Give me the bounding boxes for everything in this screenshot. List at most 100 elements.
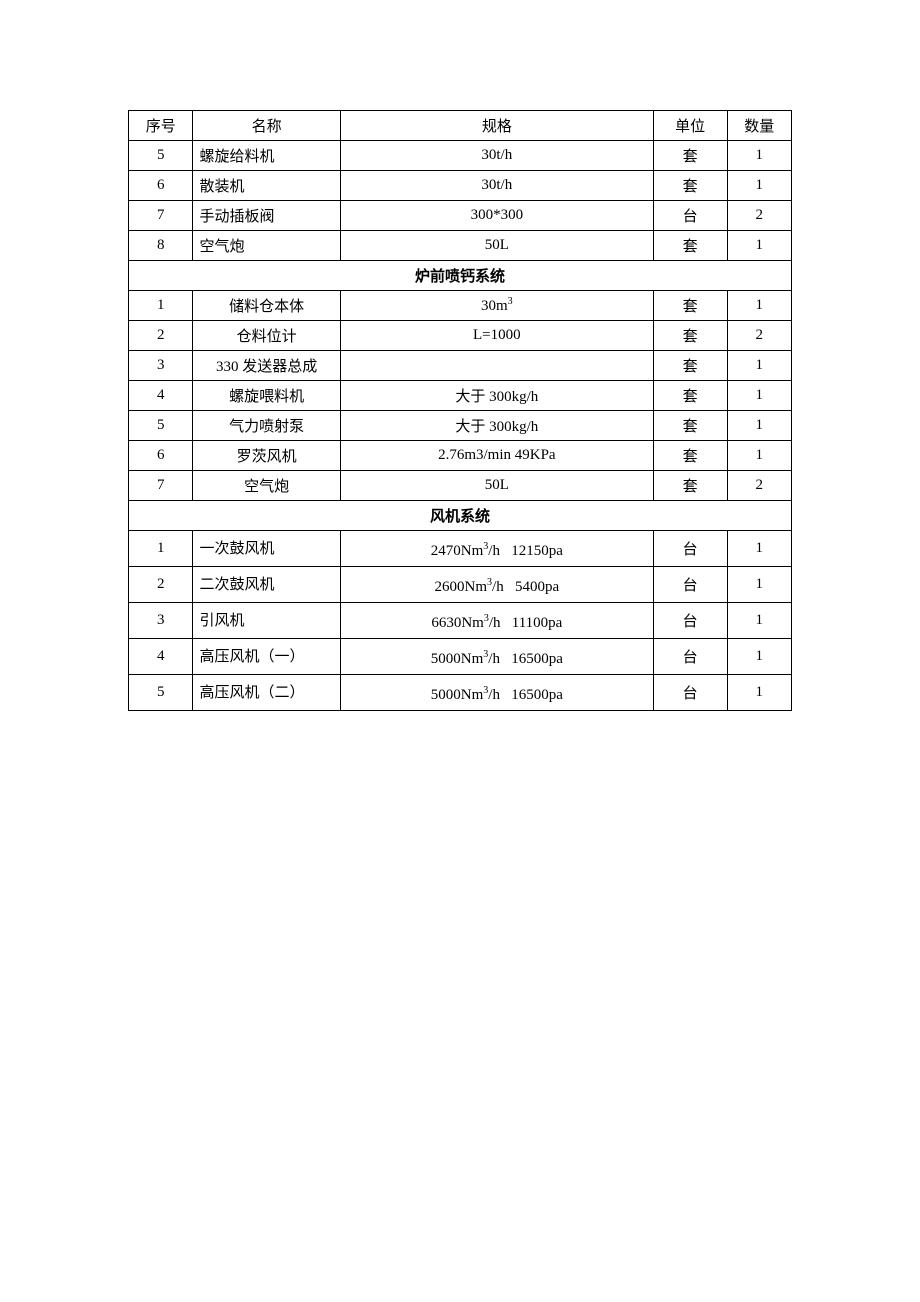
cell-name: 散装机	[193, 171, 340, 201]
cell-name: 330 发送器总成	[193, 351, 340, 381]
cell-spec: 30m3	[340, 291, 653, 321]
equipment-table: 序号 名称 规格 单位 数量 5螺旋给料机30t/h套16散装机30t/h套17…	[128, 110, 792, 711]
col-header-qty: 数量	[727, 111, 791, 141]
cell-qty: 1	[727, 351, 791, 381]
cell-seq: 4	[129, 639, 193, 675]
cell-spec: 6630Nm3/h 11100pa	[340, 603, 653, 639]
cell-seq: 7	[129, 471, 193, 501]
cell-name: 高压风机（一）	[193, 639, 340, 675]
cell-spec: 300*300	[340, 201, 653, 231]
cell-seq: 2	[129, 321, 193, 351]
cell-unit: 套	[653, 141, 727, 171]
table-row: 5气力喷射泵大于 300kg/h套1	[129, 411, 792, 441]
cell-name: 螺旋给料机	[193, 141, 340, 171]
cell-seq: 8	[129, 231, 193, 261]
cell-seq: 1	[129, 531, 193, 567]
table-row: 6散装机30t/h套1	[129, 171, 792, 201]
cell-name: 储料仓本体	[193, 291, 340, 321]
cell-seq: 5	[129, 675, 193, 711]
cell-spec: 5000Nm3/h 16500pa	[340, 675, 653, 711]
col-header-seq: 序号	[129, 111, 193, 141]
section-header-row: 风机系统	[129, 501, 792, 531]
cell-qty: 1	[727, 603, 791, 639]
cell-qty: 2	[727, 321, 791, 351]
cell-name: 一次鼓风机	[193, 531, 340, 567]
cell-qty: 1	[727, 567, 791, 603]
cell-qty: 1	[727, 231, 791, 261]
cell-unit: 套	[653, 351, 727, 381]
cell-qty: 2	[727, 201, 791, 231]
cell-qty: 1	[727, 639, 791, 675]
cell-spec: 50L	[340, 471, 653, 501]
cell-unit: 台	[653, 531, 727, 567]
col-header-unit: 单位	[653, 111, 727, 141]
table-row: 3引风机6630Nm3/h 11100pa台1	[129, 603, 792, 639]
table-header-row: 序号 名称 规格 单位 数量	[129, 111, 792, 141]
section-title: 炉前喷钙系统	[129, 261, 792, 291]
table-body: 5螺旋给料机30t/h套16散装机30t/h套17手动插板阀300*300台28…	[129, 141, 792, 711]
cell-unit: 套	[653, 411, 727, 441]
cell-unit: 套	[653, 321, 727, 351]
cell-name: 气力喷射泵	[193, 411, 340, 441]
cell-seq: 6	[129, 441, 193, 471]
cell-name: 仓料位计	[193, 321, 340, 351]
cell-qty: 2	[727, 471, 791, 501]
cell-seq: 3	[129, 351, 193, 381]
cell-seq: 4	[129, 381, 193, 411]
cell-unit: 套	[653, 381, 727, 411]
cell-seq: 7	[129, 201, 193, 231]
cell-qty: 1	[727, 381, 791, 411]
cell-unit: 台	[653, 675, 727, 711]
cell-unit: 台	[653, 201, 727, 231]
cell-name: 螺旋喂料机	[193, 381, 340, 411]
cell-name: 高压风机（二）	[193, 675, 340, 711]
table-row: 1储料仓本体30m3套1	[129, 291, 792, 321]
cell-unit: 套	[653, 291, 727, 321]
cell-unit: 套	[653, 231, 727, 261]
cell-unit: 台	[653, 603, 727, 639]
cell-name: 罗茨风机	[193, 441, 340, 471]
cell-spec: 2470Nm3/h 12150pa	[340, 531, 653, 567]
table-row: 3330 发送器总成 套1	[129, 351, 792, 381]
cell-name: 二次鼓风机	[193, 567, 340, 603]
cell-seq: 5	[129, 141, 193, 171]
cell-unit: 台	[653, 567, 727, 603]
cell-spec: 30t/h	[340, 141, 653, 171]
table-row: 5高压风机（二）5000Nm3/h 16500pa台1	[129, 675, 792, 711]
cell-name: 空气炮	[193, 471, 340, 501]
table-row: 5螺旋给料机30t/h套1	[129, 141, 792, 171]
cell-spec: 2.76m3/min 49KPa	[340, 441, 653, 471]
cell-spec: 5000Nm3/h 16500pa	[340, 639, 653, 675]
table-row: 2二次鼓风机2600Nm3/h 5400pa台1	[129, 567, 792, 603]
cell-seq: 6	[129, 171, 193, 201]
cell-spec: 50L	[340, 231, 653, 261]
col-header-name: 名称	[193, 111, 340, 141]
cell-spec: 30t/h	[340, 171, 653, 201]
cell-unit: 台	[653, 639, 727, 675]
table-row: 7手动插板阀300*300台2	[129, 201, 792, 231]
cell-name: 空气炮	[193, 231, 340, 261]
cell-qty: 1	[727, 171, 791, 201]
cell-qty: 1	[727, 411, 791, 441]
table-row: 8空气炮50L套1	[129, 231, 792, 261]
cell-spec: 大于 300kg/h	[340, 411, 653, 441]
cell-spec	[340, 351, 653, 381]
cell-seq: 2	[129, 567, 193, 603]
table-row: 4高压风机（一）5000Nm3/h 16500pa台1	[129, 639, 792, 675]
col-header-spec: 规格	[340, 111, 653, 141]
cell-qty: 1	[727, 675, 791, 711]
cell-seq: 5	[129, 411, 193, 441]
table-row: 6罗茨风机2.76m3/min 49KPa套1	[129, 441, 792, 471]
cell-qty: 1	[727, 531, 791, 567]
cell-unit: 套	[653, 441, 727, 471]
cell-spec: 2600Nm3/h 5400pa	[340, 567, 653, 603]
table-row: 7空气炮50L套2	[129, 471, 792, 501]
cell-name: 引风机	[193, 603, 340, 639]
cell-seq: 1	[129, 291, 193, 321]
cell-unit: 套	[653, 471, 727, 501]
table-row: 4螺旋喂料机大于 300kg/h套1	[129, 381, 792, 411]
table-row: 2仓料位计L=1000套2	[129, 321, 792, 351]
cell-qty: 1	[727, 441, 791, 471]
cell-spec: 大于 300kg/h	[340, 381, 653, 411]
cell-qty: 1	[727, 291, 791, 321]
